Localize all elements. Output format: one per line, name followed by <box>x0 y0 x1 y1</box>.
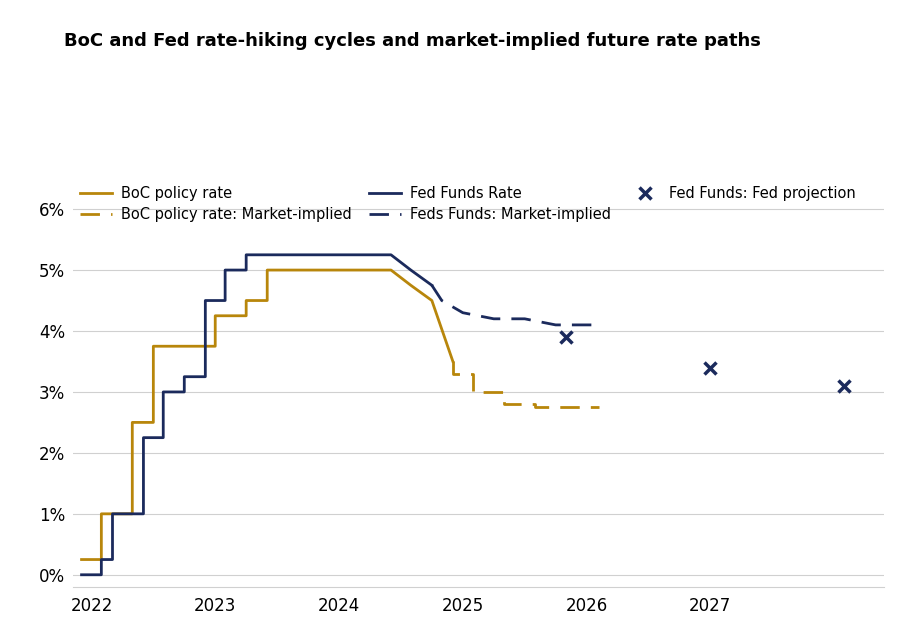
Legend: BoC policy rate, BoC policy rate: Market-implied, Fed Funds Rate, Feds Funds: Ma: BoC policy rate, BoC policy rate: Market… <box>80 186 856 222</box>
Text: BoC and Fed rate-hiking cycles and market-implied future rate paths: BoC and Fed rate-hiking cycles and marke… <box>64 32 761 50</box>
